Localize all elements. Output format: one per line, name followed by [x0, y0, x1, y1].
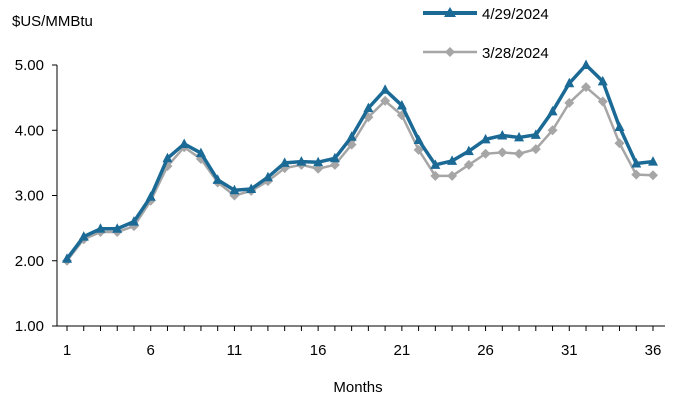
data-point — [447, 170, 458, 181]
data-point — [396, 99, 407, 110]
data-point — [329, 159, 340, 170]
data-point — [430, 170, 441, 181]
series-line-2 — [66, 85, 654, 262]
x-axis-label: Months — [333, 379, 382, 396]
data-point — [564, 77, 575, 88]
data-point — [212, 174, 223, 184]
legend-item-series-2: 3/28/2024 — [423, 45, 549, 62]
data-point — [95, 223, 106, 233]
data-point — [380, 95, 391, 106]
data-point — [430, 159, 441, 169]
y-tick-label: 1.00 — [15, 318, 44, 335]
data-point — [296, 156, 307, 166]
series-group — [62, 59, 658, 266]
data-point — [363, 102, 374, 113]
data-point — [631, 169, 642, 180]
y-tick-label: 5.00 — [15, 57, 44, 74]
data-point — [480, 148, 491, 159]
x-tick-label: 6 — [147, 342, 155, 359]
series-2 — [62, 82, 658, 266]
data-point — [413, 144, 424, 155]
data-point — [581, 82, 592, 93]
data-point — [547, 125, 558, 136]
y-tick-label: 4.00 — [15, 122, 44, 139]
x-tick-label: 31 — [561, 342, 578, 359]
data-point — [179, 138, 190, 148]
y-tick-label: 2.00 — [15, 253, 44, 270]
data-point — [229, 184, 240, 195]
data-point — [162, 152, 173, 163]
data-point — [329, 152, 340, 163]
data-point — [195, 147, 206, 158]
data-point — [463, 145, 474, 156]
data-point — [463, 159, 474, 170]
x-tick-label: 1 — [63, 342, 71, 359]
data-point — [581, 59, 592, 69]
data-point — [380, 84, 391, 94]
series-1 — [62, 59, 658, 263]
data-point — [514, 131, 525, 142]
data-point — [530, 129, 541, 139]
data-point — [128, 216, 139, 226]
data-point — [145, 191, 156, 201]
data-point — [614, 121, 625, 131]
data-point — [413, 134, 424, 145]
x-tick-label: 21 — [394, 342, 411, 359]
data-point — [597, 96, 608, 107]
data-point — [648, 170, 658, 181]
legend-marker-series-2 — [445, 47, 455, 57]
data-point — [648, 156, 658, 166]
data-point — [614, 138, 625, 149]
data-point — [597, 75, 608, 86]
legend-marker-series-1 — [444, 7, 456, 17]
y-axis-label: $US/MMBtu — [12, 13, 93, 30]
data-point — [78, 231, 89, 241]
legend-label-series-2: 3/28/2024 — [482, 45, 549, 62]
x-tick-label: 11 — [227, 342, 243, 359]
x-tick-label: 36 — [645, 342, 662, 359]
data-point — [480, 133, 491, 144]
x-ticks: 1 6 11 16 21 26 31 36 — [63, 342, 662, 359]
legend-item-series-1: 4/29/2024 — [423, 6, 549, 23]
data-point — [62, 253, 72, 263]
legend-label-series-1: 4/29/2024 — [482, 6, 549, 23]
data-point — [246, 183, 257, 193]
data-point — [530, 144, 541, 155]
data-point — [564, 97, 575, 108]
data-point — [262, 171, 273, 182]
series-line-1 — [65, 63, 654, 260]
data-point — [279, 157, 290, 167]
x-tick-label: 16 — [310, 342, 327, 359]
data-point — [497, 129, 508, 140]
y-ticks: 1.00 2.00 3.00 4.00 5.00 — [15, 57, 57, 335]
data-point — [313, 163, 324, 174]
data-point — [631, 158, 642, 168]
legend: 4/29/2024 3/28/2024 — [423, 6, 549, 62]
data-point — [447, 155, 458, 165]
y-tick-label: 3.00 — [15, 188, 44, 205]
data-point — [313, 156, 324, 167]
data-point — [547, 105, 558, 116]
data-point — [514, 148, 525, 159]
x-tick-label: 26 — [477, 342, 494, 359]
data-point — [497, 147, 508, 158]
data-point — [346, 131, 357, 141]
data-point — [112, 223, 123, 233]
